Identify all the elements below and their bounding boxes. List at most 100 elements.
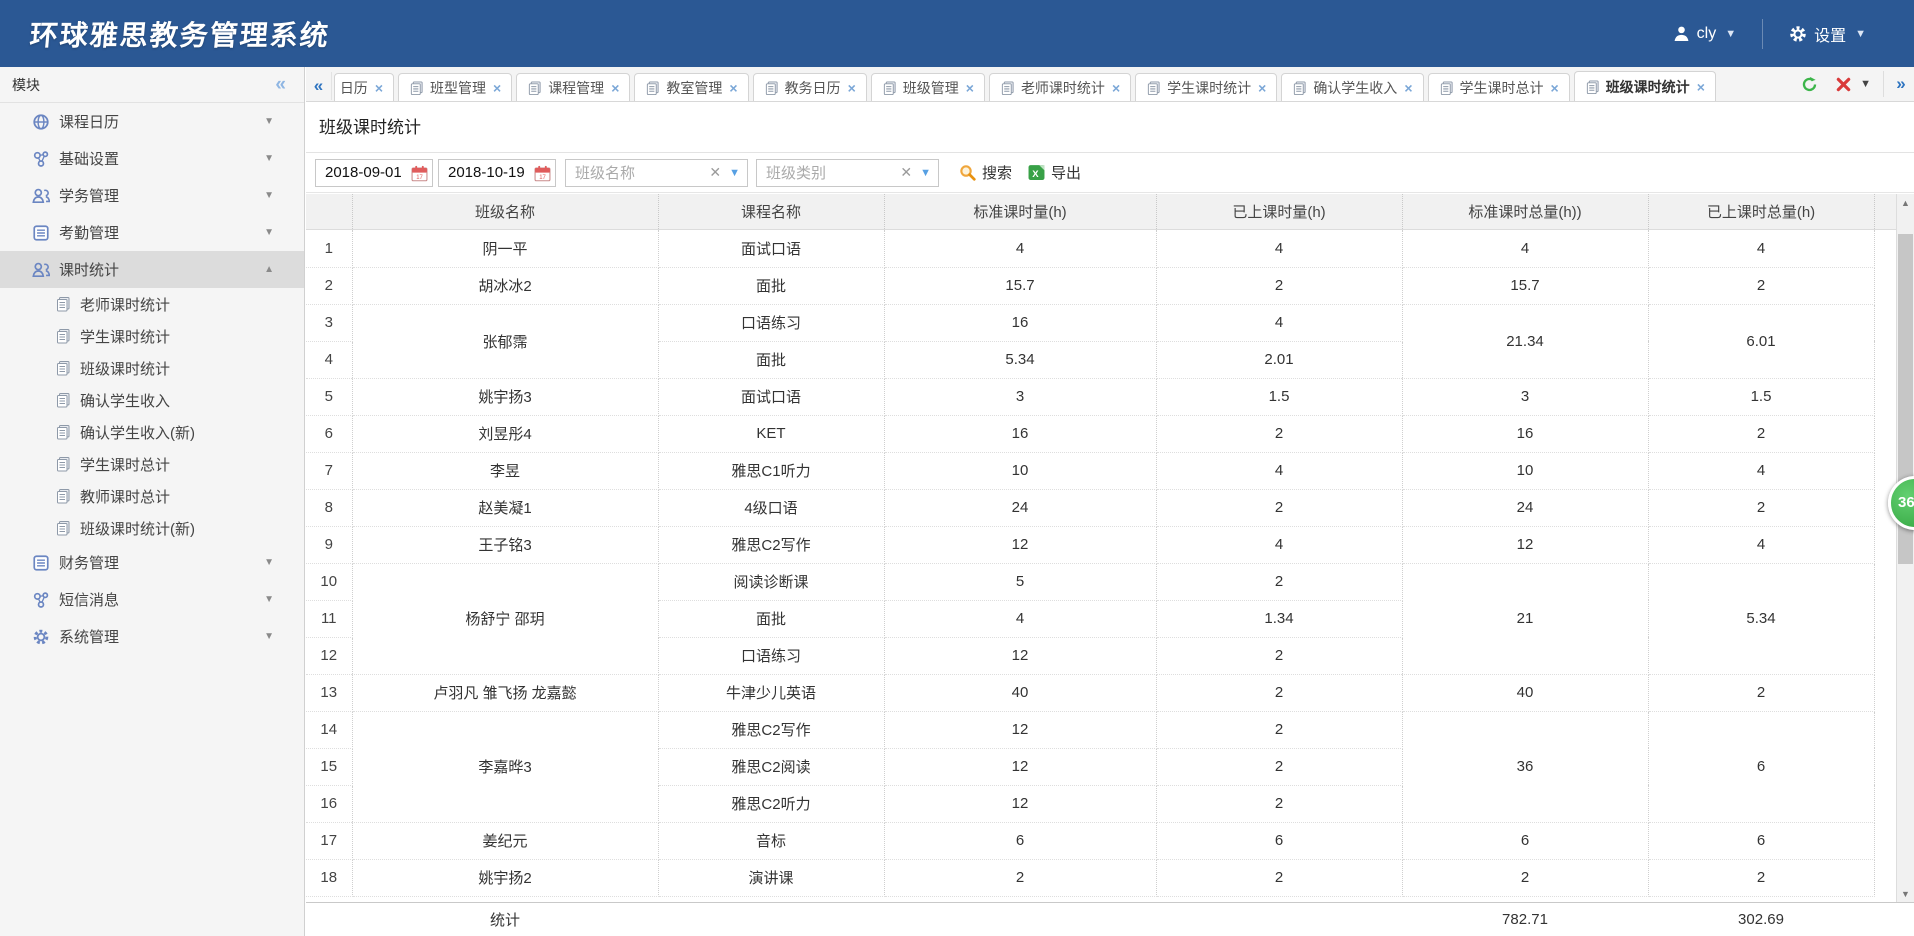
calendar-icon[interactable]: 17: [411, 165, 428, 191]
tab-close-icon[interactable]: ×: [965, 79, 974, 96]
search-button[interactable]: 搜索: [959, 162, 1012, 183]
standard-total-cell: 12: [1402, 526, 1649, 564]
collapse-sidebar-icon[interactable]: «: [275, 73, 286, 95]
export-label: 导出: [1051, 165, 1082, 182]
row-number: 16: [306, 785, 353, 823]
column-header[interactable]: 标准课时总量(h)): [1402, 194, 1649, 229]
sidebar-item[interactable]: 学务管理 ▼: [0, 177, 304, 214]
scroll-down-icon[interactable]: ▼: [1901, 888, 1910, 899]
table-row[interactable]: 12 口语练习 12 2: [306, 637, 1874, 675]
tab-close-icon[interactable]: ×: [1258, 79, 1267, 96]
table-row[interactable]: 6 刘昱彤4 KET 16 2 16 2: [306, 415, 1875, 453]
tab[interactable]: 确认学生收入 ×: [1281, 73, 1424, 101]
doc-icon: [55, 488, 71, 504]
table-row[interactable]: 14 李嘉晔3 雅思C2写作 12 2 36 6: [306, 711, 1875, 823]
tab-close-icon[interactable]: ×: [493, 79, 502, 96]
table-row[interactable]: 11 面批 4 1.34: [306, 600, 1874, 638]
sidebar-subitem[interactable]: 确认学生收入(新): [0, 416, 304, 448]
export-button[interactable]: X 导出: [1028, 162, 1081, 183]
sidebar-subitem[interactable]: 老师课时统计: [0, 288, 304, 320]
tab-close-icon[interactable]: ×: [847, 79, 856, 96]
column-header[interactable]: [306, 194, 353, 229]
class-name-cell: 姜纪元: [352, 822, 659, 860]
sidebar-item[interactable]: 课程日历 ▼: [0, 103, 304, 140]
tab[interactable]: 教室管理 ×: [634, 73, 749, 101]
column-header[interactable]: 已上课时量(h): [1156, 194, 1403, 229]
sidebar-item[interactable]: 课时统计 ▲: [0, 251, 304, 288]
tab[interactable]: 教务日历 ×: [752, 73, 867, 101]
table-row[interactable]: 7 李昱 雅思C1听力 10 4 10 4: [306, 452, 1875, 490]
class-name-combobox[interactable]: 班级名称 ✕ ▼: [565, 158, 748, 187]
table-row[interactable]: 13 卢羽凡 雏飞扬 龙嘉懿 牛津少儿英语 40 2 40 2: [306, 674, 1875, 712]
chevron-down-icon[interactable]: ▼: [920, 166, 931, 179]
tab-close-icon[interactable]: ×: [1404, 79, 1413, 96]
course-name-cell: 面批: [658, 600, 885, 638]
tab[interactable]: 日历 ×: [334, 73, 394, 101]
close-tab-icon[interactable]: [1832, 73, 1854, 95]
refresh-tab-icon[interactable]: [1798, 73, 1820, 95]
tab-scroll-right-icon[interactable]: »: [1896, 74, 1906, 93]
sidebar-title: 模块: [12, 76, 40, 93]
tab-scroll-left-icon[interactable]: «: [306, 72, 332, 100]
tab-close-icon[interactable]: ×: [729, 79, 738, 96]
standard-total-cell: 21.34: [1402, 304, 1649, 379]
clear-icon[interactable]: ✕: [900, 164, 913, 180]
sidebar-subitem[interactable]: 教师课时总计: [0, 480, 304, 512]
sidebar-subitem[interactable]: 班级课时统计: [0, 352, 304, 384]
tab[interactable]: 老师课时统计 ×: [988, 73, 1132, 101]
tab-close-icon[interactable]: ×: [611, 79, 620, 96]
tab[interactable]: 班型管理 ×: [398, 73, 513, 101]
tab[interactable]: 学生课时统计 ×: [1135, 73, 1278, 101]
summary-standard-total: 782.71: [1502, 911, 1548, 928]
column-header[interactable]: 课程名称: [658, 194, 885, 229]
sidebar-item[interactable]: 基础设置 ▼: [0, 140, 304, 177]
table-row[interactable]: 3 张郁霈 口语练习 16 4 21.34 6.01: [306, 304, 1875, 379]
column-header[interactable]: 班级名称: [352, 194, 659, 229]
tab[interactable]: 课程管理 ×: [516, 73, 631, 101]
tab-menu-caret-icon[interactable]: ▼: [1860, 78, 1871, 90]
caret-down-icon: ▼: [264, 153, 274, 164]
table-row[interactable]: 8 赵美凝1 4级口语 24 2 24 2: [306, 489, 1875, 527]
sidebar-item[interactable]: 短信消息 ▼: [0, 581, 304, 618]
sidebar-item[interactable]: 财务管理 ▼: [0, 544, 304, 581]
scroll-up-icon[interactable]: ▲: [1901, 197, 1910, 208]
sidebar-item[interactable]: 考勤管理 ▼: [0, 214, 304, 251]
sidebar-subitem[interactable]: 班级课时统计(新): [0, 512, 304, 544]
clear-icon[interactable]: ✕: [709, 164, 722, 180]
tab[interactable]: 班级管理 ×: [870, 73, 985, 101]
end-date-input[interactable]: 2018-10-19 17: [438, 158, 556, 187]
table-row[interactable]: 15 雅思C2阅读 12 2: [306, 748, 1874, 786]
row-number: 10: [306, 563, 353, 601]
column-header[interactable]: 已上课时总量(h): [1648, 194, 1875, 229]
column-header[interactable]: 标准课时量(h): [884, 194, 1157, 229]
standard-hours-cell: 12: [884, 711, 1157, 749]
table-row[interactable]: 4 面批 5.34 2.01: [306, 341, 1874, 379]
tab-close-icon[interactable]: ×: [374, 79, 383, 96]
table-row[interactable]: 5 姚宇扬3 面试口语 3 1.5 3 1.5: [306, 378, 1875, 416]
settings-menu[interactable]: 设置 ▼: [1789, 22, 1866, 46]
class-type-combobox[interactable]: 班级类别 ✕ ▼: [756, 158, 939, 187]
tab-close-icon[interactable]: ×: [1696, 78, 1705, 95]
tab-close-icon[interactable]: ×: [1111, 79, 1121, 96]
table-row[interactable]: 10 杨舒宁 邵玥 阅读诊断课 5 2 21 5.34: [306, 563, 1875, 675]
sidebar-subitem[interactable]: 确认学生收入: [0, 384, 304, 416]
tab[interactable]: 班级课时统计 ×: [1573, 71, 1716, 101]
start-date-input[interactable]: 2018-09-01 17: [315, 158, 433, 187]
tab-close-icon[interactable]: ×: [1550, 79, 1559, 96]
sidebar-subitem[interactable]: 学生课时总计: [0, 448, 304, 480]
table-row[interactable]: 9 王子铭3 雅思C2写作 12 4 12 4: [306, 526, 1875, 564]
table-row[interactable]: 18 姚宇扬2 演讲课 2 2 2 2: [306, 859, 1875, 897]
chevron-down-icon[interactable]: ▼: [729, 166, 740, 179]
class-name-cell: 赵美凝1: [352, 489, 659, 527]
class-name-cell: 张郁霈: [352, 304, 659, 379]
table-row[interactable]: 2 胡冰冰2 面批 15.7 2 15.7 2: [306, 267, 1875, 305]
tab[interactable]: 学生课时总计 ×: [1427, 73, 1570, 101]
sidebar-subitem[interactable]: 学生课时统计: [0, 320, 304, 352]
table-row[interactable]: 16 雅思C2听力 12 2: [306, 785, 1874, 823]
table-row[interactable]: 1 阴一平 面试口语 4 4 4 4: [306, 230, 1875, 268]
calendar-icon[interactable]: 17: [534, 165, 551, 191]
user-menu[interactable]: cly ▼: [1673, 25, 1736, 43]
table-row[interactable]: 17 姜纪元 音标 6 6 6 6: [306, 822, 1875, 860]
vertical-scrollbar[interactable]: ▲ ▼: [1896, 194, 1914, 902]
sidebar-item[interactable]: 系统管理 ▼: [0, 618, 304, 655]
